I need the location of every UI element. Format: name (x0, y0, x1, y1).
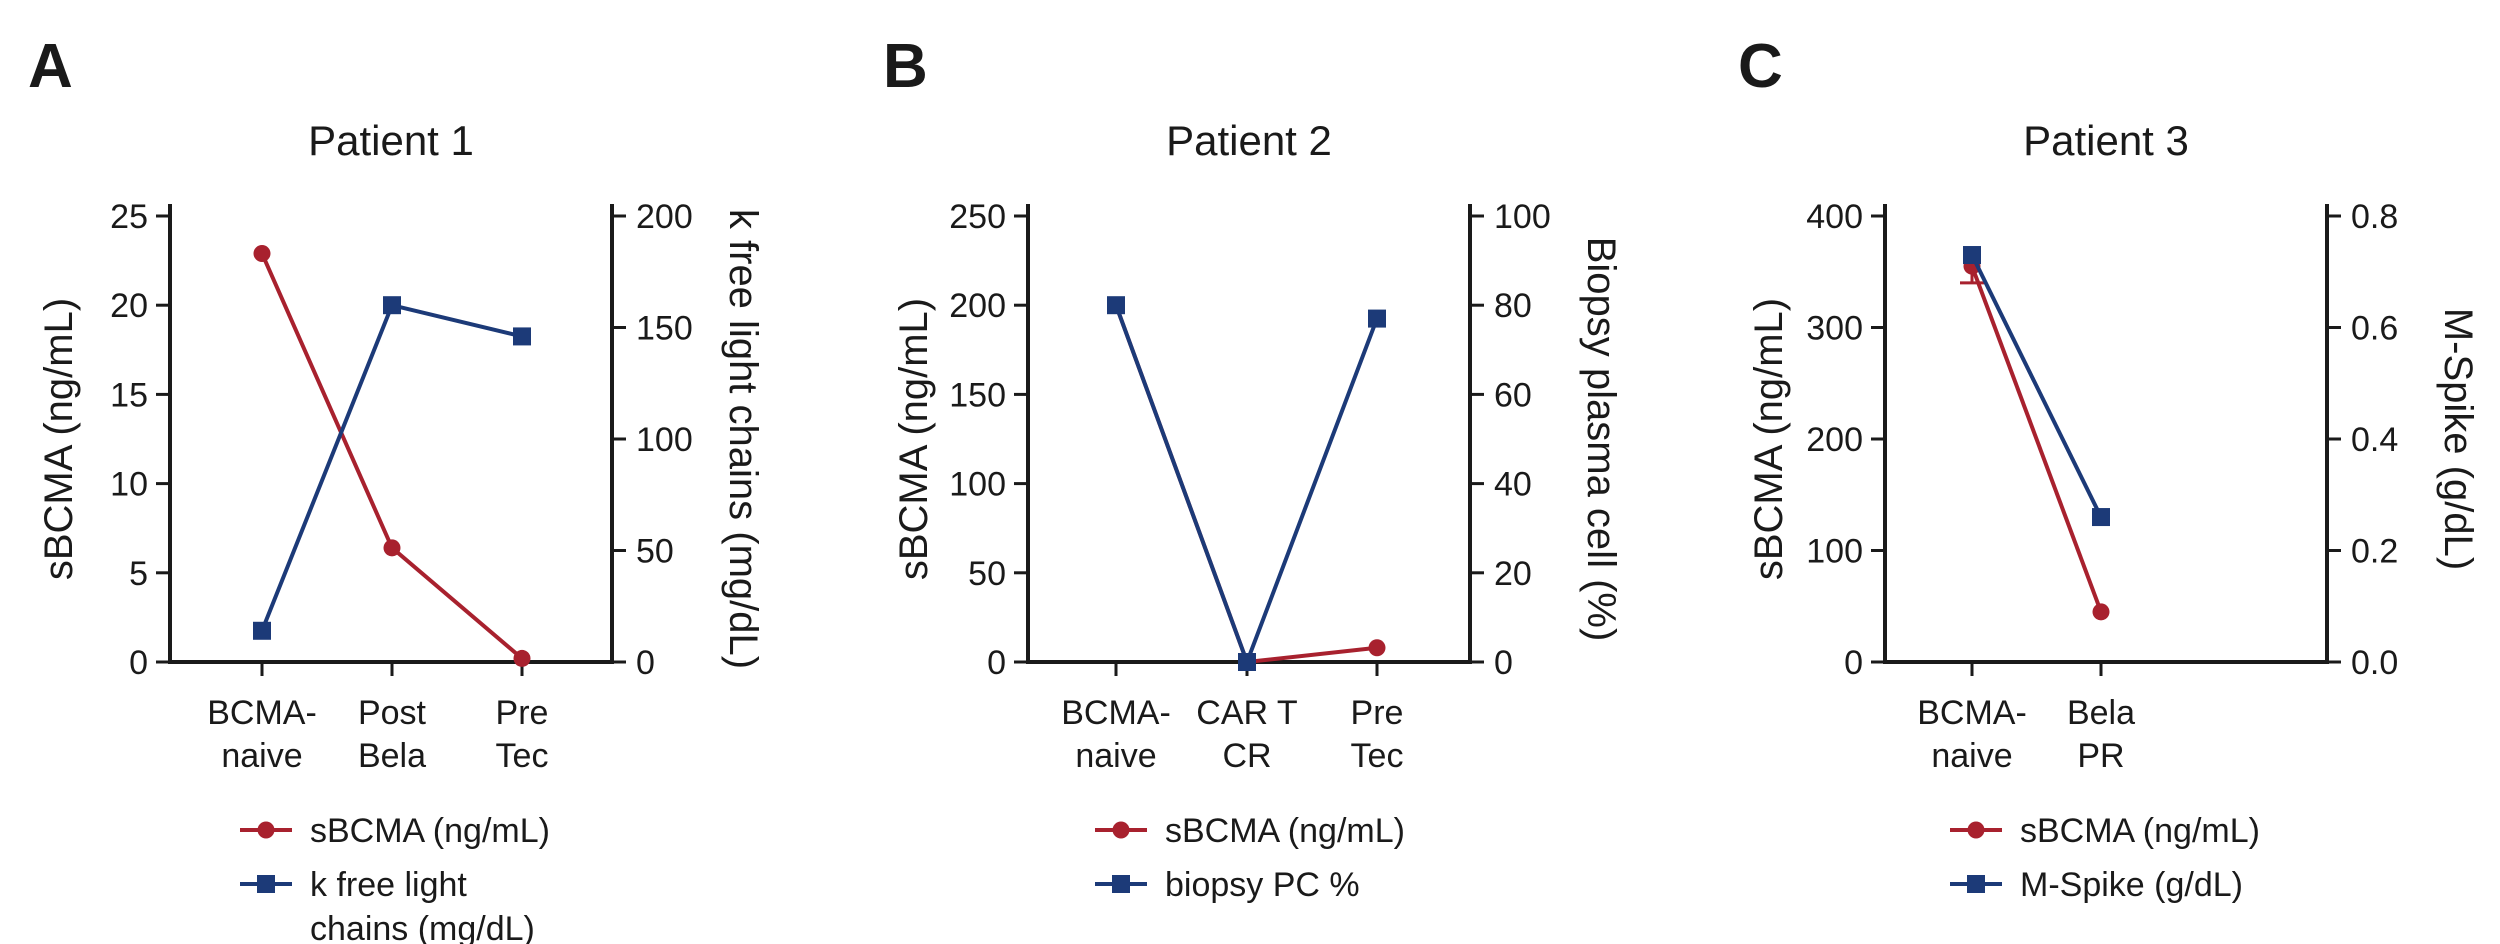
y-axis-label-left: sBCMA (ng/mL) (37, 298, 81, 580)
x-tick-label: CR (1222, 737, 1271, 775)
legend-label: k free light (310, 866, 467, 904)
y-axis-label-right: Biopsy plasma cell (%) (1579, 237, 1623, 642)
right-tick-label: 20 (1494, 555, 1532, 593)
right-tick-label: 100 (636, 421, 693, 459)
left-tick-label: 300 (1806, 310, 1863, 348)
right-tick-label: 80 (1494, 287, 1532, 325)
data-point (2092, 603, 2110, 621)
right-tick-label: 0 (636, 644, 655, 682)
x-tick-label: naive (1075, 737, 1156, 775)
series-line-1 (260, 302, 523, 632)
x-tick-label: Tec (496, 737, 549, 775)
legend-label: sBCMA (ng/mL) (1165, 812, 1405, 850)
right-tick-label: 60 (1494, 376, 1532, 414)
panel-letter: C (1738, 32, 1783, 101)
right-tick-label: 0.0 (2351, 644, 2398, 682)
right-tick-label: 100 (1494, 198, 1551, 236)
series-line-0 (260, 252, 524, 660)
right-tick-label: 40 (1494, 466, 1532, 504)
x-tick-label: Bela (358, 737, 426, 775)
x-tick-label: BCMA- (207, 694, 317, 732)
data-point (1963, 246, 1981, 265)
series-line-1 (1114, 304, 1379, 668)
legend-marker (1112, 875, 1130, 893)
left-tick-label: 0 (129, 644, 148, 682)
legend-marker (1967, 821, 1985, 839)
left-tick-label: 100 (949, 466, 1006, 504)
right-tick-label: 200 (636, 198, 693, 236)
left-tick-label: 0 (987, 644, 1006, 682)
legend-label: biopsy PC % (1165, 866, 1360, 904)
y-axis-label-left: sBCMA (ng/mL) (892, 298, 936, 580)
x-tick-label: CAR T (1196, 694, 1297, 732)
x-tick-label: BCMA- (1061, 694, 1171, 732)
data-point (1238, 653, 1256, 671)
panel-letter: B (883, 32, 928, 101)
panel-a: A Patient 1 0 5 10 15 20 25 0 50 100 150 200 sBCMA (n… (28, 32, 765, 944)
legend-label: chains (mg/dL) (310, 910, 535, 944)
left-tick-label: 400 (1806, 198, 1863, 236)
left-tick-label: 25 (110, 198, 148, 236)
legend-label: M-Spike (g/dL) (2020, 866, 2243, 904)
right-tick-label: 0.6 (2351, 310, 2398, 348)
left-tick-label: 50 (968, 555, 1006, 593)
data-point (2092, 508, 2110, 527)
x-tick-label: Pre (1351, 694, 1404, 732)
right-tick-label: 50 (636, 533, 674, 571)
right-tick-label: 0.2 (2351, 533, 2398, 571)
y-axis-label-right: k free light chains (mg/dL) (721, 209, 765, 669)
x-tick-label: naive (1931, 737, 2012, 775)
left-tick-label: 0 (1844, 644, 1863, 682)
legend-label: sBCMA (ng/mL) (310, 812, 550, 850)
data-point (253, 244, 271, 262)
left-tick-label: 200 (1806, 421, 1863, 459)
right-tick-label: 0.8 (2351, 198, 2398, 236)
right-tick-label: 0.4 (2351, 421, 2398, 459)
y-axis-label-right: M-Spike (g/dL) (2436, 308, 2480, 570)
series-line-0 (1970, 265, 2103, 613)
left-tick-label: 100 (1806, 533, 1863, 571)
x-tick-label: Tec (1351, 737, 1404, 775)
data-point (383, 539, 401, 557)
data-point (383, 296, 401, 315)
y-axis-label-left: sBCMA (ng/mL) (1747, 298, 1791, 580)
x-tick-label: PR (2077, 737, 2124, 775)
right-tick-label: 0 (1494, 644, 1513, 682)
left-tick-label: 10 (110, 466, 148, 504)
series-line-0 (1114, 304, 1378, 665)
legend-marker (257, 821, 275, 839)
x-tick-label: Bela (2067, 694, 2135, 732)
legend-marker (1967, 875, 1985, 893)
left-tick-label: 20 (110, 287, 148, 325)
data-point (253, 621, 271, 640)
x-tick-label: BCMA- (1917, 694, 2027, 732)
x-tick-label: Pre (496, 694, 549, 732)
left-tick-label: 250 (949, 198, 1006, 236)
data-point (1107, 296, 1125, 315)
legend-marker (1112, 821, 1130, 839)
data-point (1368, 639, 1386, 657)
right-tick-label: 150 (636, 310, 693, 348)
data-point (513, 327, 531, 346)
x-tick-label: Post (358, 694, 427, 732)
panel-title: Patient 3 (2023, 117, 2189, 164)
series-line-1 (1970, 254, 2103, 518)
panel-b: B Patient 2 0 50 100 150 200 250 0 20 40 60 80 100 sBC… (883, 32, 1623, 904)
panel-title: Patient 1 (308, 117, 474, 164)
data-point (1368, 309, 1386, 328)
left-tick-label: 5 (129, 555, 148, 593)
panel-title: Patient 2 (1166, 117, 1332, 164)
left-tick-label: 150 (949, 376, 1006, 414)
panel-letter: A (28, 32, 73, 101)
legend-label: sBCMA (ng/mL) (2020, 812, 2260, 850)
data-point (513, 649, 531, 667)
left-tick-label: 200 (949, 287, 1006, 325)
legend-marker (257, 875, 275, 893)
left-tick-label: 15 (110, 376, 148, 414)
panel-c: C Patient 3 0 100 200 300 400 0.0 0.2 0.4 0.6 0.8 sB… (1738, 32, 2480, 904)
x-tick-label: naive (221, 737, 302, 775)
